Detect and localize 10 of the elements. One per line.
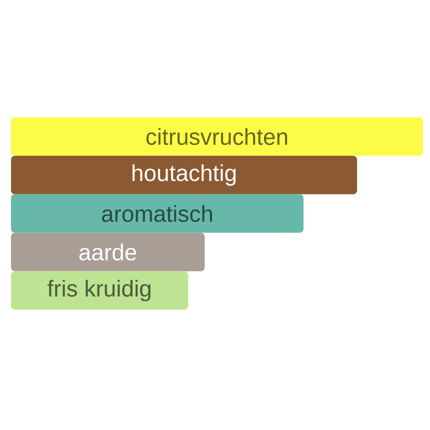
y-tick-label: fris kruidig bbox=[48, 280, 150, 302]
bar bbox=[11, 117, 424, 156]
bar bbox=[11, 194, 304, 233]
bar bbox=[11, 271, 188, 310]
bar bbox=[11, 156, 358, 194]
y-tick-label: aromatisch bbox=[102, 205, 212, 222]
y-tick-label: houtachtig bbox=[132, 164, 236, 186]
y-tick-label: citrusvruchten bbox=[146, 128, 288, 145]
y-tick-label: aarde bbox=[79, 244, 136, 260]
bar bbox=[11, 232, 205, 272]
